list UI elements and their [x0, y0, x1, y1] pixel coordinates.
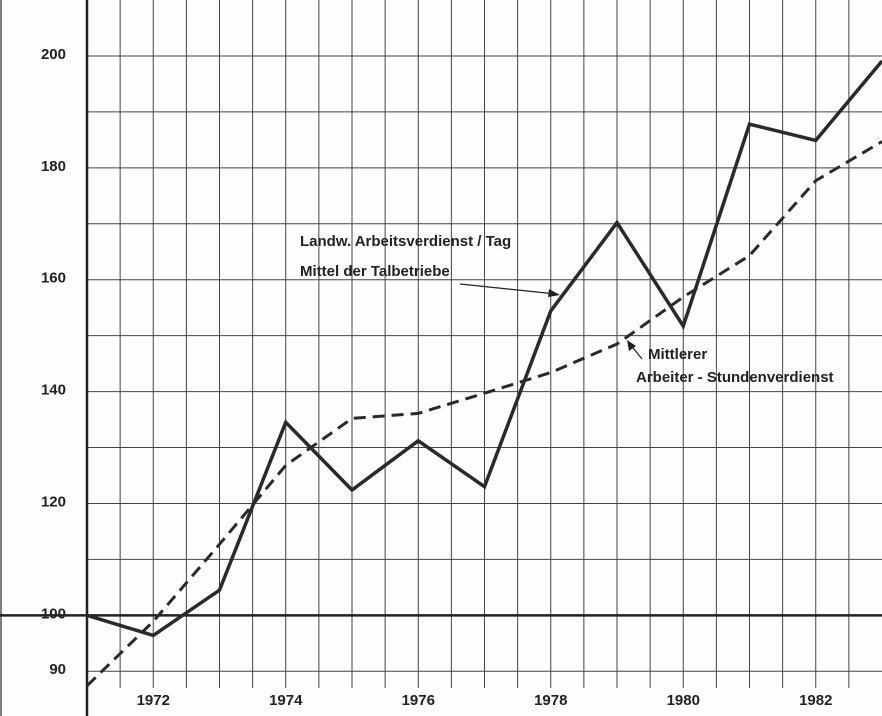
x-tick-label: 1982 — [799, 692, 832, 709]
annotation-arrow — [459, 283, 557, 295]
y-tick-label: 120 — [41, 493, 66, 510]
annotation: Mittlerer — [648, 346, 707, 363]
data-line — [86, 59, 882, 638]
annotation: Mittel der Talbetriebe — [300, 263, 450, 280]
y-tick-label: 140 — [41, 382, 66, 399]
y-tick-label: 180 — [41, 158, 66, 175]
x-tick-label: 1978 — [534, 692, 567, 709]
y-tick-label: 160 — [41, 270, 66, 287]
annotation: Arbeiter - Stundenverdienst — [636, 369, 834, 386]
x-tick-label: 1976 — [402, 692, 435, 709]
annotation: Landw. Arbeitsverdienst / Tag — [300, 233, 511, 250]
y-tick-label: 200 — [41, 46, 66, 63]
data-line — [85, 140, 882, 687]
x-tick-label: 1974 — [269, 692, 303, 709]
arrow-head — [627, 340, 636, 351]
y-tick-label: 100 — [41, 605, 66, 622]
x-tick-label: 1972 — [137, 692, 170, 709]
y-tick-label: 90 — [49, 661, 66, 678]
x-tick-label: 1980 — [667, 692, 700, 709]
arrow-head — [548, 289, 560, 297]
